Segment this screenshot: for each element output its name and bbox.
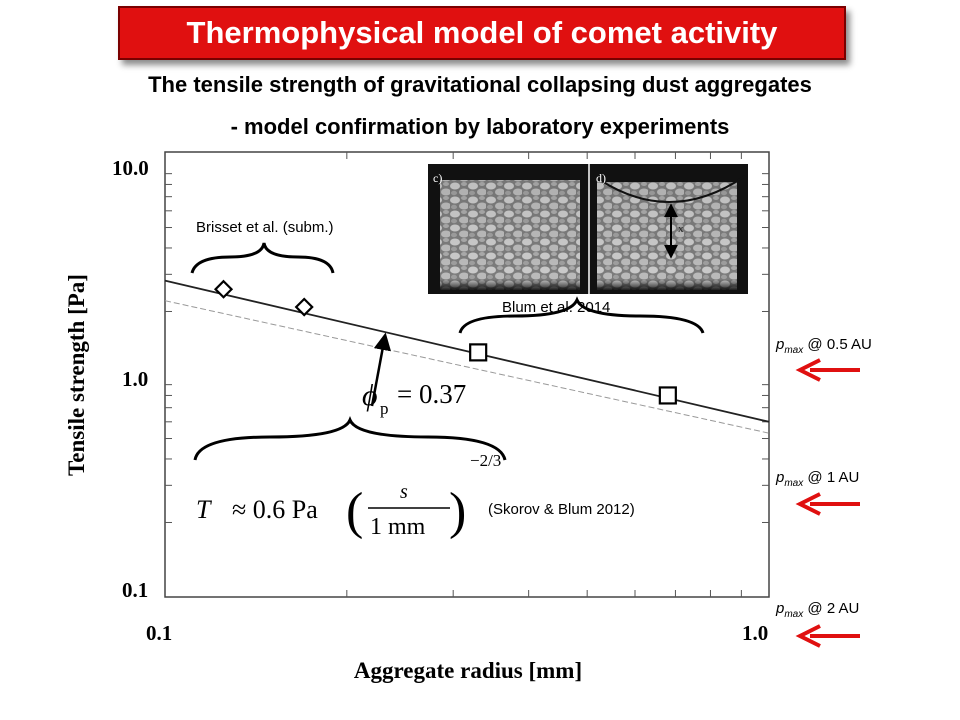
- legend-blum: Blum et al. 2014: [502, 299, 610, 316]
- diamond-point-1: [294, 297, 314, 317]
- subtitle-line-2: - model confirmation by laboratory exper…: [230, 114, 730, 139]
- square-point-0: [469, 343, 488, 362]
- phi-arrow: [370, 332, 392, 407]
- brace-brisset: [190, 242, 335, 274]
- formula-numerator: s: [400, 481, 408, 503]
- x-minor-ticks: [346, 152, 742, 597]
- phi-symbol: ϕ: [362, 379, 378, 412]
- page-title: Thermophysical model of comet activity: [186, 15, 778, 50]
- phi-subscript: p: [380, 399, 389, 418]
- formula-T: T: [196, 495, 212, 524]
- experiment-photo-inset: c) d) x: [428, 164, 748, 294]
- y-tick-10: 10.0: [112, 156, 149, 180]
- x-axis-label: Aggregate radius [mm]: [354, 658, 582, 683]
- x-tick-0-1: 0.1: [146, 621, 172, 645]
- diamond-point-0: [213, 279, 234, 299]
- photo-label-c: c): [433, 171, 442, 185]
- formula-right-paren: ): [449, 483, 466, 540]
- photo-label-d: d): [596, 171, 606, 185]
- y-tick-1: 1.0: [122, 367, 148, 391]
- x-tick-1: 1.0: [742, 621, 768, 645]
- plot-frame: [164, 151, 770, 598]
- pressure-label-1: pmax @ 1 AU: [776, 469, 860, 489]
- pressure-arrows: [795, 358, 860, 648]
- formula-approx: ≈ 0.6 Pa: [232, 495, 318, 524]
- square-point-1: [658, 386, 677, 405]
- pressure-label-05: pmax @ 0.5 AU: [776, 336, 872, 356]
- legend-brisset: Brisset et al. (subm.): [196, 219, 334, 236]
- y-tick-0-1: 0.1: [122, 578, 148, 602]
- title-banner: Thermophysical model of comet activity: [118, 6, 846, 60]
- fit-solid-line: [164, 279, 770, 423]
- brace-blum: [458, 296, 705, 334]
- phi-value: = 0.37: [397, 379, 466, 409]
- formula-left-paren: (: [346, 483, 363, 540]
- data-markers: [213, 279, 677, 405]
- model-dashed-line: [164, 300, 770, 434]
- formula-exponent: −2/3: [470, 451, 501, 470]
- pressure-label-2: pmax @ 2 AU: [776, 600, 860, 620]
- y-axis-label: Tensile strength [Pa]: [64, 274, 89, 476]
- model-formula: T ≈ 0.6 Pa ( s 1 mm ) −2/3 (Skorov & Blu…: [196, 451, 635, 540]
- formula-reference: (Skorov & Blum 2012): [488, 501, 635, 518]
- photo-label-x: x: [678, 223, 684, 235]
- brace-model: [193, 416, 507, 461]
- subtitle-line-1: The tensile strength of gravitational co…: [148, 72, 812, 97]
- formula-denominator: 1 mm: [370, 514, 426, 540]
